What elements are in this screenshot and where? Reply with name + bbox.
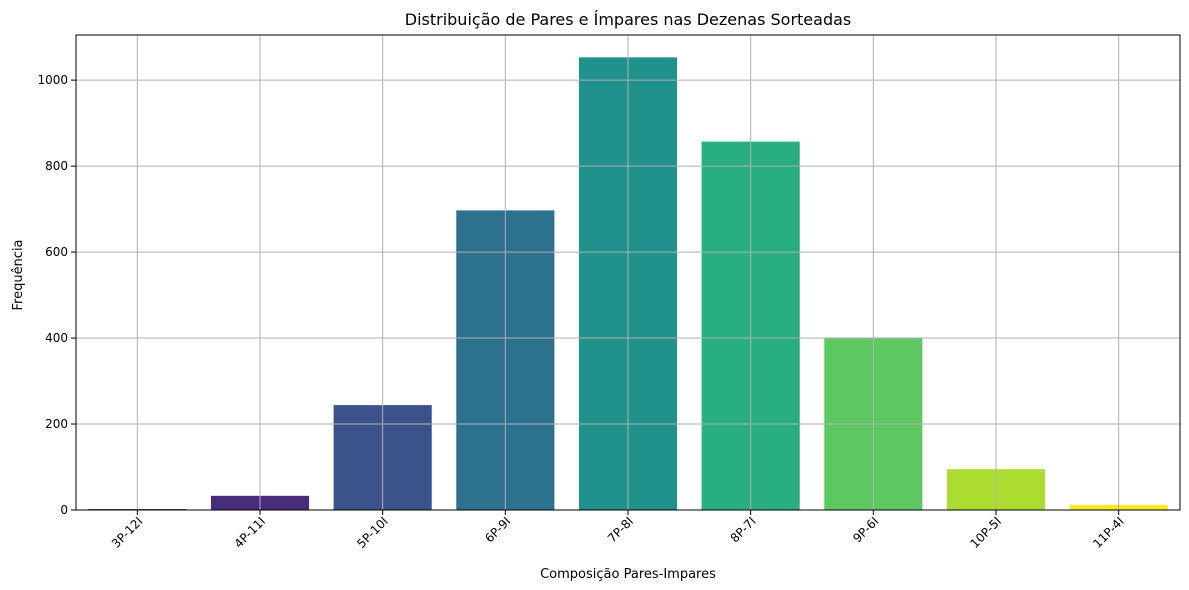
chart-title: Distribuição de Pares e Ímpares nas Deze… <box>405 10 852 29</box>
y-tick-label: 1000 <box>37 73 68 87</box>
y-tick-label: 600 <box>45 245 68 259</box>
x-tick-label: 11P-4I <box>1090 514 1127 551</box>
grid <box>76 35 1180 511</box>
x-tick-label: 4P-11I <box>232 514 269 551</box>
x-tick-label: 3P-12I <box>109 514 146 551</box>
x-tick-label: 10P-5I <box>968 514 1005 551</box>
x-tick-label: 6P-9I <box>482 514 513 545</box>
y-tick-label: 400 <box>45 331 68 345</box>
y-tick-label: 200 <box>45 417 68 431</box>
y-axis-label: Frequência <box>11 239 26 310</box>
x-tick-label: 7P-8I <box>605 514 636 545</box>
y-tick-label: 0 <box>60 503 68 517</box>
x-axis-label: Composição Pares-Impares <box>540 567 716 582</box>
x-tick-label: 8P-7I <box>728 514 759 545</box>
x-tick-label: 9P-6I <box>850 514 881 545</box>
x-tick-label: 5P-10I <box>354 514 391 551</box>
y-tick-label: 800 <box>45 159 68 173</box>
